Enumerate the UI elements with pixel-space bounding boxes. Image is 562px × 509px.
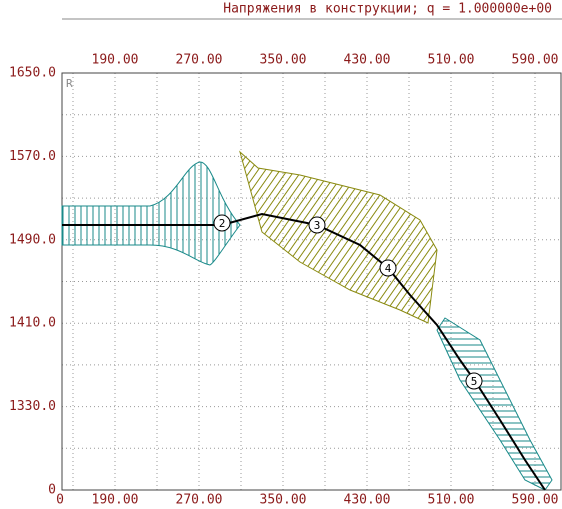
node-label: 3 bbox=[314, 219, 321, 232]
node: 2 bbox=[213, 214, 231, 232]
y-tick-label: 1490.0 bbox=[9, 232, 56, 247]
grid bbox=[62, 73, 561, 490]
y-tick-label: 1410.0 bbox=[9, 316, 56, 331]
x-tick-label-top: 350.00 bbox=[260, 53, 307, 68]
x-tick-label-top: 430.00 bbox=[344, 53, 391, 68]
corner-label: R bbox=[66, 77, 73, 90]
node-label: 4 bbox=[385, 262, 392, 275]
x-tick-label-bottom: 510.00 bbox=[428, 493, 475, 508]
centerline bbox=[62, 212, 546, 491]
node-label: 2 bbox=[219, 217, 226, 230]
x-tick-label-bottom: 270.00 bbox=[176, 493, 223, 508]
plot-frame bbox=[61, 72, 562, 491]
node: 3 bbox=[308, 216, 326, 234]
x-tick-label-bottom: 350.00 bbox=[260, 493, 307, 508]
x-tick-label-bottom: 0 bbox=[56, 493, 64, 508]
x-tick-label-top: 590.00 bbox=[512, 53, 559, 68]
node: 4 bbox=[379, 259, 397, 277]
y-tick-label: 0 bbox=[48, 483, 56, 498]
y-tick-label: 1570.0 bbox=[9, 149, 56, 164]
x-tick-label-bottom: 190.00 bbox=[92, 493, 139, 508]
envelope-middle bbox=[239, 150, 438, 324]
x-tick-label-top: 270.00 bbox=[176, 53, 223, 68]
y-tick-label: 1330.0 bbox=[9, 399, 56, 414]
envelope-right bbox=[436, 317, 553, 491]
x-tick-label-bottom: 590.00 bbox=[512, 493, 559, 508]
x-tick-label-top: 190.00 bbox=[92, 53, 139, 68]
x-tick-label-bottom: 430.00 bbox=[344, 493, 391, 508]
node: 5 bbox=[465, 372, 483, 390]
x-tick-label-top: 510.00 bbox=[428, 53, 475, 68]
envelope-left bbox=[61, 161, 241, 266]
node-label: 5 bbox=[471, 375, 478, 388]
title: Напряжения в конструкции; q = 1.000000e+… bbox=[223, 2, 552, 17]
y-tick-label: 1650.0 bbox=[9, 66, 56, 81]
